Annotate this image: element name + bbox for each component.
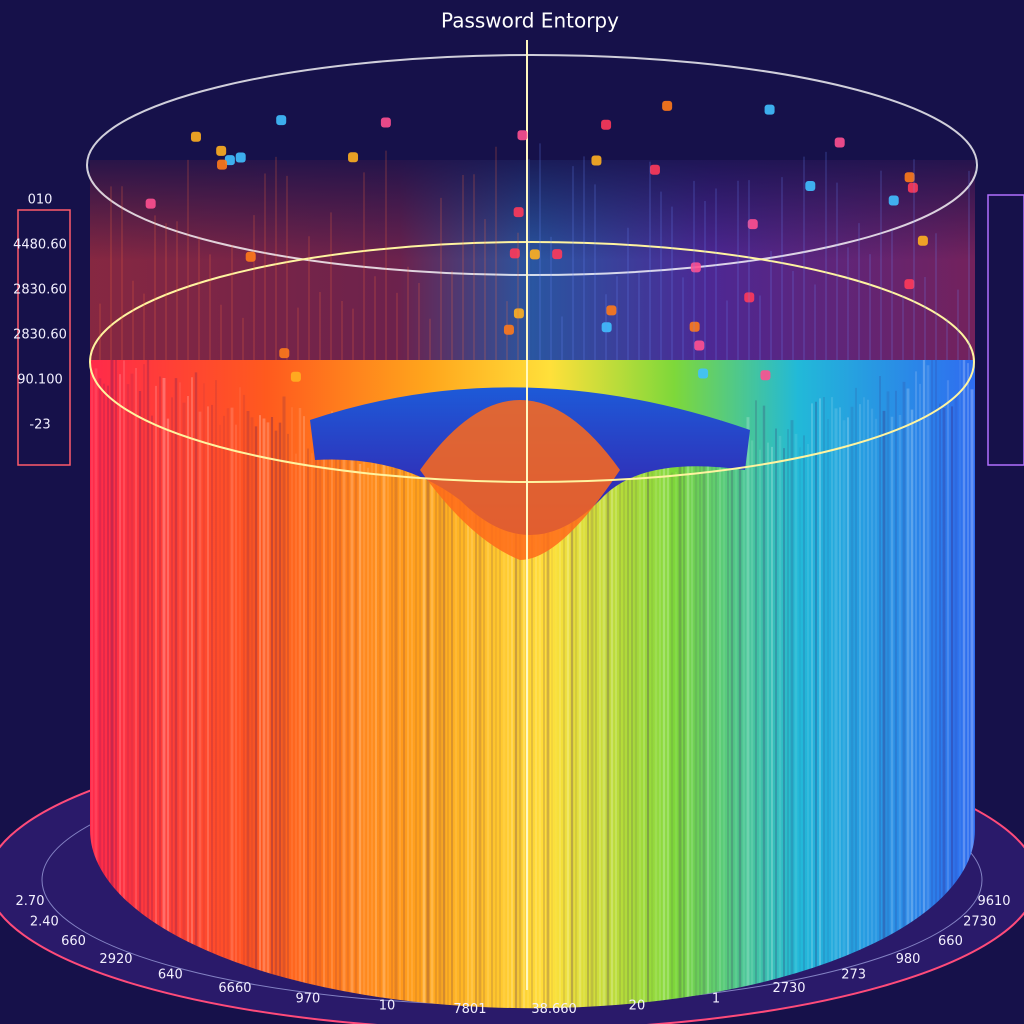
bottom-label: 9610 (977, 894, 1010, 909)
icon (235, 152, 246, 163)
icon (689, 321, 700, 332)
icon (601, 119, 612, 130)
icon (224, 155, 235, 166)
icon (698, 368, 709, 379)
icon (690, 262, 701, 273)
icon (513, 207, 524, 218)
icon (279, 348, 290, 359)
bottom-label: 10 (379, 998, 396, 1013)
icon (760, 370, 771, 381)
left-label: 4480.60 (13, 238, 67, 253)
icon (190, 131, 201, 142)
bottom-label: 2920 (99, 952, 132, 967)
icon (216, 145, 227, 156)
bottom-label: 2730 (772, 981, 805, 996)
icon (591, 155, 602, 166)
icon (764, 104, 775, 115)
icon (529, 249, 540, 260)
bottom-label: 273 (841, 968, 866, 983)
mid-rim (89, 241, 975, 483)
bottom-label: 660 (61, 934, 86, 949)
bottom-label: 6660 (218, 981, 251, 996)
left-label: 2830.60 (13, 328, 67, 343)
bottom-label: 640 (158, 968, 183, 983)
title: Password Entorpy (441, 9, 619, 33)
bottom-label: 660 (938, 934, 963, 949)
icon (380, 117, 391, 128)
icon (904, 279, 915, 290)
bottom-label: 2730 (963, 914, 996, 929)
left-label: -23 (29, 418, 50, 433)
icon (649, 164, 660, 175)
icon (907, 182, 918, 193)
bottom-label: 970 (296, 991, 321, 1006)
icon (606, 305, 617, 316)
icon (348, 152, 359, 163)
left-label: 2830.60 (13, 283, 67, 298)
icon (509, 248, 520, 259)
icon (276, 115, 287, 126)
icon (662, 100, 673, 111)
bottom-label: 7801 (453, 1002, 486, 1017)
icon (805, 180, 816, 191)
icons (145, 100, 928, 382)
icon (290, 371, 301, 382)
icon (517, 130, 528, 141)
icon (917, 235, 928, 246)
icon (694, 340, 705, 351)
bottom-label: 20 (629, 998, 646, 1013)
right-panel (987, 194, 1024, 466)
bottom-label: 1 (712, 991, 720, 1006)
left-panel (17, 209, 71, 466)
icon (744, 292, 755, 303)
icon (888, 195, 899, 206)
icon (552, 249, 563, 260)
icon (834, 137, 845, 148)
icon (145, 198, 156, 209)
icon (503, 324, 514, 335)
icon (904, 172, 915, 183)
left-label: 90.100 (17, 373, 63, 388)
icon (747, 219, 758, 230)
bottom-label: 2.40 (30, 914, 59, 929)
center-peak (420, 400, 620, 560)
icon (245, 251, 256, 262)
icon (217, 159, 228, 170)
icon (513, 308, 524, 319)
bottom-label: 38.660 (531, 1002, 577, 1017)
left-label: 010 (28, 193, 53, 208)
bottom-label: 2.70 (16, 894, 45, 909)
icon (601, 322, 612, 333)
top-rim (86, 54, 978, 276)
bottom-label: 980 (896, 952, 921, 967)
